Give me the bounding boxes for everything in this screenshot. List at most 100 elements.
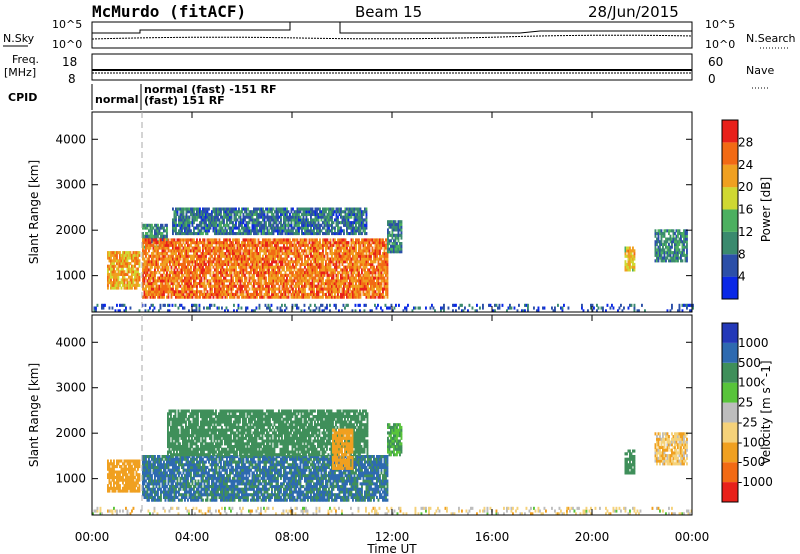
data-cell (364, 276, 366, 280)
data-cell (367, 268, 369, 272)
data-cell (142, 234, 144, 238)
data-cell (656, 237, 658, 241)
data-cell (185, 284, 188, 288)
data-cell (170, 282, 173, 286)
data-cell (245, 207, 248, 211)
data-cell (350, 223, 353, 227)
data-cell (350, 273, 353, 277)
data-cell (316, 241, 318, 245)
data-cell (223, 276, 225, 280)
data-cell (380, 295, 383, 299)
data-cell (202, 260, 204, 264)
data-cell (319, 246, 321, 250)
data-cell (200, 265, 203, 269)
data-cell (298, 271, 300, 275)
data-cell (254, 309, 256, 313)
data-cell (669, 259, 672, 263)
data-cell (244, 282, 246, 286)
data-cell (302, 238, 305, 242)
data-cell (266, 287, 269, 291)
data-cell (356, 226, 359, 230)
data-cell (208, 271, 210, 275)
data-cell (266, 215, 269, 219)
data-cell (209, 284, 212, 288)
data-cell (260, 282, 263, 286)
data-cell (111, 259, 114, 263)
data-cell (242, 241, 245, 245)
data-cell (244, 229, 246, 233)
data-cell (271, 271, 273, 275)
data-cell (230, 271, 233, 275)
data-cell (220, 287, 222, 291)
data-cell (675, 242, 678, 246)
data-cell (277, 226, 279, 230)
data-cell (173, 249, 176, 253)
data-cell (217, 223, 219, 227)
data-cell (181, 292, 183, 296)
data-cell (128, 264, 130, 268)
data-cell (308, 223, 311, 227)
data-cell (128, 267, 130, 271)
data-cell (236, 282, 239, 286)
data-cell (284, 232, 287, 236)
data-cell (307, 257, 309, 261)
data-cell (203, 306, 205, 310)
data-cell (235, 284, 237, 288)
data-cell (678, 240, 681, 244)
data-cell (271, 260, 273, 264)
data-cell (317, 276, 320, 280)
data-cell (151, 292, 153, 296)
data-cell (257, 218, 260, 222)
data-cell (374, 271, 377, 275)
data-cell (197, 268, 200, 272)
data-cell (672, 253, 675, 257)
data-cell (275, 210, 278, 214)
data-cell (111, 264, 114, 268)
data-cell (173, 260, 176, 264)
data-cell (295, 218, 297, 222)
data-cell (329, 238, 332, 242)
data-cell (145, 238, 147, 242)
data-cell (367, 246, 369, 250)
data-cell (152, 226, 155, 230)
data-cell (178, 292, 180, 296)
data-cell (149, 241, 152, 245)
data-cell (370, 279, 372, 283)
data-cell (194, 254, 197, 258)
data-cell (265, 221, 267, 225)
data-cell (274, 276, 276, 280)
data-cell (259, 265, 261, 269)
data-cell (114, 259, 117, 263)
data-cell (265, 257, 267, 261)
data-cell (287, 229, 290, 233)
data-cell (170, 241, 173, 245)
data-cell (287, 268, 290, 272)
data-cell (217, 254, 219, 258)
data-cell (668, 245, 670, 249)
data-cell (350, 238, 353, 242)
data-cell (235, 210, 237, 214)
data-cell (202, 249, 204, 253)
data-cell (317, 241, 320, 245)
data-cell (175, 287, 177, 291)
data-cell (684, 259, 687, 263)
data-cell (203, 273, 206, 277)
data-cell (272, 284, 275, 288)
data-cell (317, 249, 320, 253)
data-cell (207, 306, 210, 310)
data-cell (205, 254, 207, 258)
data-cell (290, 295, 293, 299)
data-cell (373, 257, 375, 261)
data-cell (292, 252, 294, 256)
data-cell (272, 229, 275, 233)
data-cell (298, 282, 300, 286)
data-cell (370, 262, 372, 266)
data-cell (311, 284, 314, 288)
data-cell (111, 251, 114, 255)
data-cell (194, 226, 197, 230)
data-cell (278, 229, 281, 233)
data-cell (397, 244, 400, 248)
data-cell (275, 243, 278, 247)
data-cell (241, 210, 243, 214)
data-cell (188, 243, 191, 247)
